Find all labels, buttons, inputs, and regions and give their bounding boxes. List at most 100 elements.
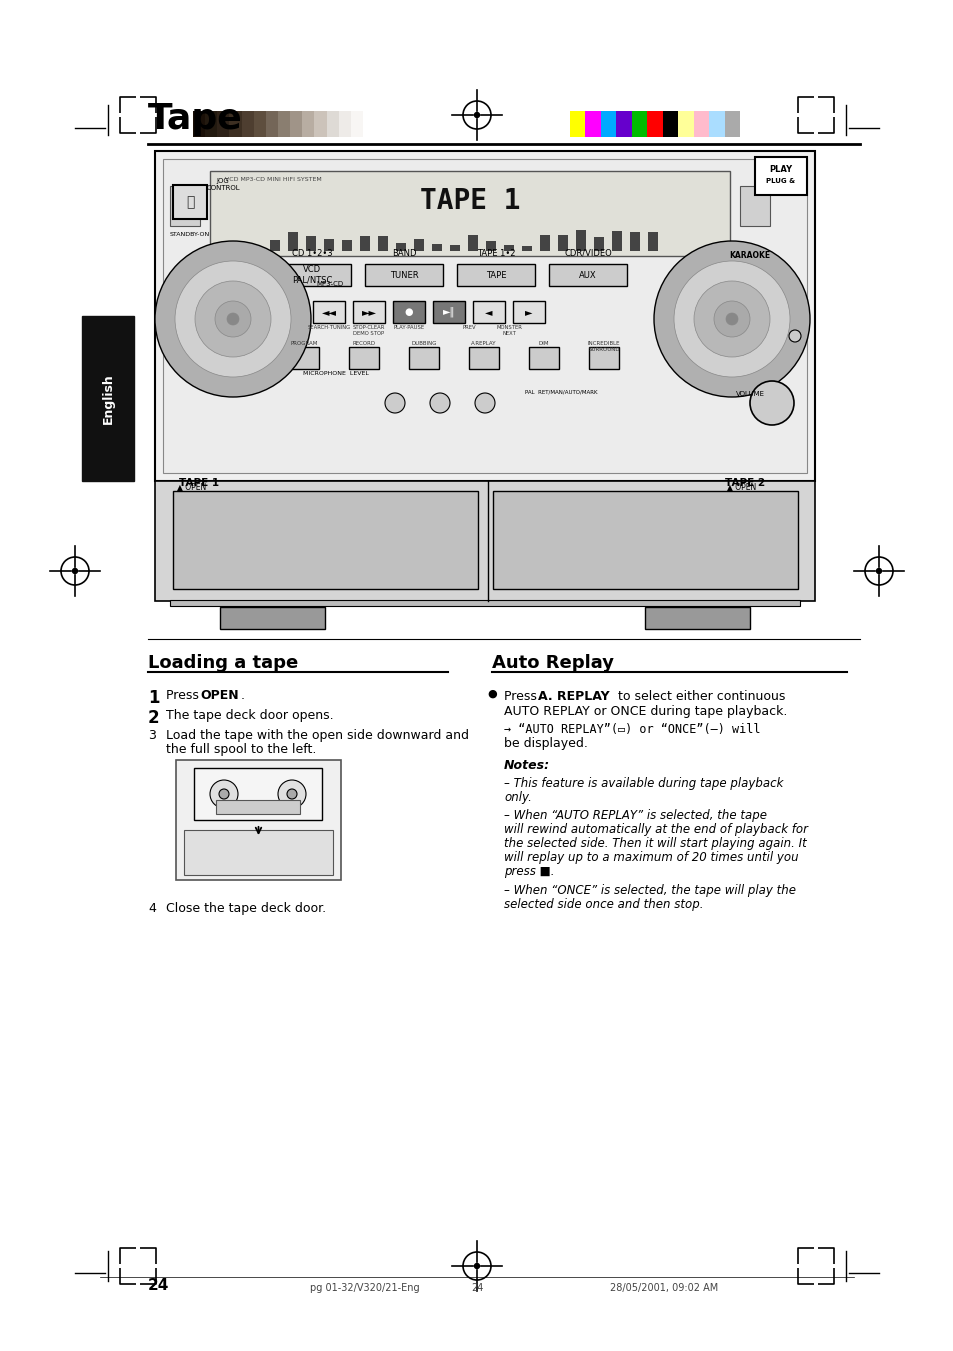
Bar: [314, 111, 326, 136]
Bar: [723, 111, 740, 136]
Text: – This feature is available during tape playback: – This feature is available during tape …: [503, 777, 782, 790]
Bar: [154, 151, 814, 481]
Text: VCD MP3-CD MINI HIFI SYSTEM: VCD MP3-CD MINI HIFI SYSTEM: [225, 177, 321, 182]
Text: MONSTER
NEXT: MONSTER NEXT: [496, 326, 521, 336]
Bar: [210, 172, 729, 255]
Text: Close the tape deck door.: Close the tape deck door.: [166, 902, 326, 915]
Bar: [432, 245, 441, 251]
Text: Auto Replay: Auto Replay: [492, 654, 614, 671]
Bar: [433, 301, 464, 323]
Text: PAL  RET/MAN/AUTO/MARK: PAL RET/MAN/AUTO/MARK: [524, 389, 597, 394]
Bar: [172, 490, 477, 589]
Bar: [740, 186, 769, 226]
Text: ◄: ◄: [485, 307, 493, 317]
Text: Notes:: Notes:: [503, 759, 550, 771]
Bar: [277, 111, 290, 136]
Text: DUBBING: DUBBING: [411, 340, 436, 346]
Bar: [341, 240, 352, 251]
Text: 24: 24: [148, 1278, 170, 1293]
Text: SEARCH·TUNING: SEARCH·TUNING: [307, 326, 350, 330]
Bar: [456, 263, 535, 286]
Bar: [529, 347, 558, 369]
Bar: [193, 767, 322, 820]
Circle shape: [876, 569, 881, 574]
Bar: [631, 111, 646, 136]
Circle shape: [474, 112, 479, 118]
Bar: [172, 185, 207, 219]
Bar: [359, 236, 370, 251]
Text: Tape: Tape: [148, 101, 242, 136]
Text: press ■.: press ■.: [503, 865, 554, 878]
Bar: [646, 111, 662, 136]
Text: to select either continuous: to select either continuous: [614, 690, 784, 703]
Bar: [754, 157, 806, 195]
Bar: [539, 235, 550, 251]
Text: the full spool to the left.: the full spool to the left.: [166, 743, 316, 757]
Text: BAND: BAND: [392, 249, 416, 258]
Text: PLAY: PLAY: [769, 165, 792, 173]
Circle shape: [788, 330, 801, 342]
Circle shape: [210, 780, 237, 808]
Text: English: English: [101, 373, 114, 424]
Bar: [409, 347, 438, 369]
Bar: [576, 230, 585, 251]
Bar: [469, 347, 498, 369]
Text: DIM: DIM: [538, 340, 549, 346]
Bar: [306, 236, 315, 251]
Bar: [324, 239, 334, 251]
Text: TAPE: TAPE: [485, 270, 506, 280]
Circle shape: [749, 381, 793, 426]
Text: ●: ●: [486, 689, 497, 698]
Text: ●: ●: [404, 307, 413, 317]
Circle shape: [693, 281, 769, 357]
Text: A. REPLAY: A. REPLAY: [537, 690, 609, 703]
Bar: [353, 301, 385, 323]
Circle shape: [725, 313, 738, 326]
Text: ▲ OPEN: ▲ OPEN: [726, 482, 756, 490]
Text: PLUG &: PLUG &: [765, 178, 795, 184]
Bar: [289, 347, 318, 369]
Bar: [485, 240, 496, 251]
Text: → “AUTO REPLAY”(▭) or “ONCE”(–) will: → “AUTO REPLAY”(▭) or “ONCE”(–) will: [503, 723, 760, 736]
Bar: [170, 600, 800, 607]
Text: VCD
PAL/NTSC: VCD PAL/NTSC: [292, 265, 332, 285]
Bar: [338, 111, 351, 136]
Text: 2: 2: [148, 709, 159, 727]
Bar: [205, 111, 217, 136]
Text: CD 1•2•3: CD 1•2•3: [292, 249, 332, 258]
Bar: [693, 111, 708, 136]
Circle shape: [385, 393, 405, 413]
Text: AUX: AUX: [578, 270, 597, 280]
Text: JOG
CONTROL: JOG CONTROL: [206, 178, 239, 190]
Text: KARAOKE: KARAOKE: [729, 251, 770, 259]
Text: .: .: [241, 689, 245, 703]
Text: be displayed.: be displayed.: [503, 738, 587, 750]
Bar: [351, 111, 363, 136]
Bar: [493, 490, 797, 589]
Bar: [241, 111, 253, 136]
Text: will rewind automatically at the end of playback for: will rewind automatically at the end of …: [503, 823, 807, 836]
Bar: [217, 111, 229, 136]
Text: – When “ONCE” is selected, the tape will play the: – When “ONCE” is selected, the tape will…: [503, 884, 795, 897]
Bar: [473, 301, 504, 323]
Bar: [377, 236, 388, 251]
Bar: [629, 232, 639, 251]
Bar: [468, 235, 477, 251]
Text: TAPE 1: TAPE 1: [179, 478, 219, 488]
Text: The tape deck door opens.: The tape deck door opens.: [166, 709, 334, 721]
Text: ▲ OPEN: ▲ OPEN: [177, 482, 206, 490]
Text: AUTO REPLAY or ONCE during tape playback.: AUTO REPLAY or ONCE during tape playback…: [503, 705, 786, 717]
Bar: [220, 607, 325, 630]
Bar: [313, 301, 345, 323]
Circle shape: [430, 393, 450, 413]
Text: selected side once and then stop.: selected side once and then stop.: [503, 898, 702, 911]
Circle shape: [277, 780, 306, 808]
Text: TUNER: TUNER: [389, 270, 417, 280]
Circle shape: [174, 261, 291, 377]
Text: only.: only.: [503, 790, 532, 804]
Bar: [270, 240, 280, 251]
Text: PREV: PREV: [461, 326, 476, 330]
Bar: [503, 245, 514, 251]
Text: Loading a tape: Loading a tape: [148, 654, 298, 671]
Bar: [600, 111, 616, 136]
